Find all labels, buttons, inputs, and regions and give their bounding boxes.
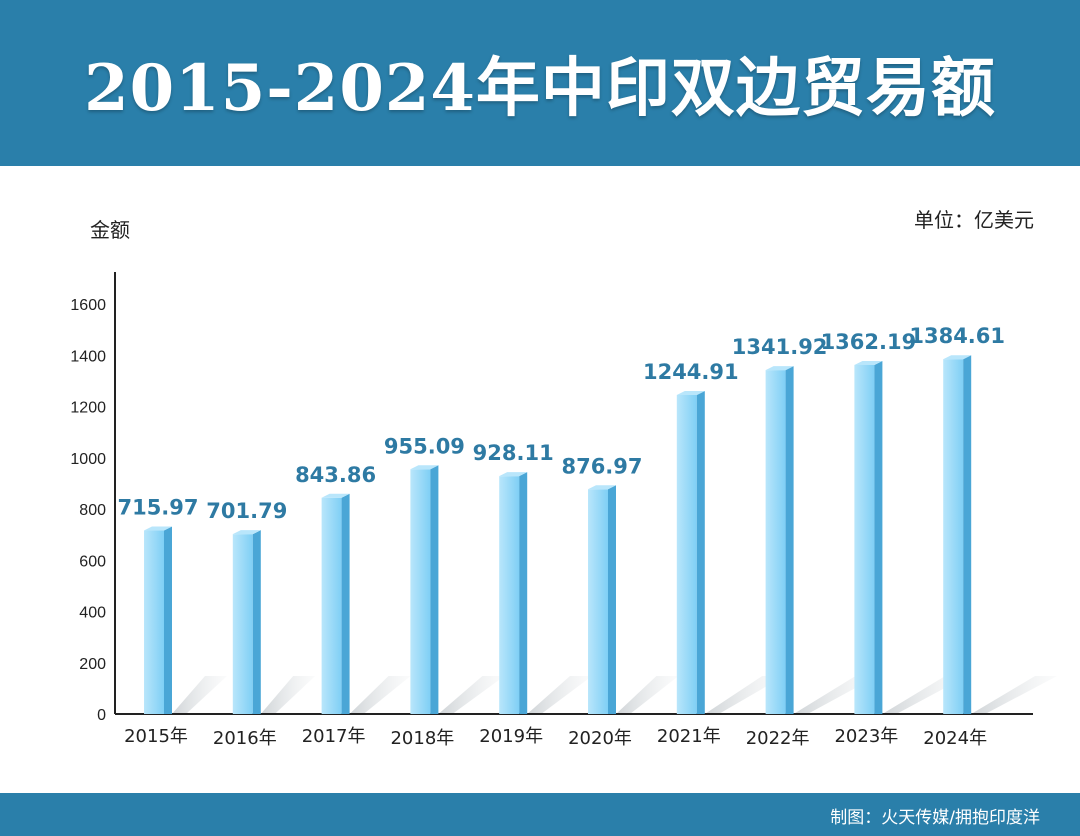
bar-front bbox=[676, 394, 697, 714]
bar-shadow bbox=[438, 676, 505, 714]
x-tick-label: 2023年 bbox=[834, 726, 898, 747]
x-tick-label: 2024年 bbox=[923, 728, 987, 749]
bar-side bbox=[785, 366, 794, 714]
x-tick-label: 2022年 bbox=[746, 728, 810, 749]
bar-value-label: 928.11 bbox=[473, 441, 554, 465]
unit-label: 单位：亿美元 bbox=[914, 208, 1034, 232]
bar-side bbox=[874, 360, 883, 714]
bar-top bbox=[588, 485, 616, 490]
y-tick-label: 200 bbox=[79, 656, 106, 673]
bar-value-label: 1341.92 bbox=[732, 335, 828, 359]
bar-value-label: 955.09 bbox=[384, 434, 465, 458]
bar-chart: 0 200 400 600 800 1000 1200 1400 1600 2015年 2016年 2… bbox=[70, 272, 1058, 749]
y-tick-label: 800 bbox=[79, 502, 106, 519]
bar-side bbox=[608, 485, 616, 714]
y-tick-label: 400 bbox=[79, 605, 106, 622]
x-tick-label: 2020年 bbox=[568, 728, 632, 749]
x-tick-label: 2015年 bbox=[124, 726, 188, 747]
bar-shadow bbox=[349, 676, 411, 714]
y-tick-label: 1200 bbox=[70, 400, 106, 417]
bar-front bbox=[854, 364, 875, 714]
bar-side bbox=[519, 472, 528, 714]
bar-shadow bbox=[616, 676, 679, 714]
bar-top bbox=[144, 526, 172, 531]
title-banner: 2015-2024年中印双边贸易额 bbox=[0, 0, 1080, 166]
x-tick-label: 2021年 bbox=[657, 726, 721, 747]
bar-top bbox=[499, 472, 528, 477]
bar-front bbox=[499, 476, 520, 714]
bar-front bbox=[588, 489, 608, 714]
y-tick-label: 1400 bbox=[70, 348, 106, 365]
y-tick-label: 600 bbox=[79, 553, 106, 570]
bar-front bbox=[232, 534, 253, 714]
bar-front bbox=[943, 359, 964, 714]
bar-value-label: 1362.19 bbox=[821, 330, 917, 354]
bar-value-label: 715.97 bbox=[117, 496, 198, 520]
bar-side bbox=[252, 530, 261, 714]
x-tick-label: 2016年 bbox=[213, 728, 277, 749]
bar-value-label: 843.86 bbox=[295, 463, 376, 487]
credit-text: 制图：火天传媒/拥抱印度洋 bbox=[830, 808, 1040, 828]
bar-top bbox=[410, 465, 439, 470]
value-labels: 715.97 701.79 843.86 955.09 928.11 876.97 1244… bbox=[117, 324, 1005, 523]
bar-value-label: 701.79 bbox=[206, 499, 287, 523]
bar-top bbox=[765, 366, 794, 371]
bars bbox=[144, 355, 972, 714]
bar-shadow bbox=[704, 676, 785, 714]
x-tick-label: 2019年 bbox=[479, 726, 543, 747]
footer-bar: 制图：火天传媒/拥抱印度洋 bbox=[0, 793, 1080, 836]
bar-side bbox=[696, 390, 705, 714]
bar-side bbox=[341, 493, 350, 714]
y-axis-label: 金额 bbox=[90, 218, 130, 242]
bar-front bbox=[144, 530, 164, 714]
bar-shadow bbox=[971, 676, 1058, 714]
y-tick-label: 1000 bbox=[70, 451, 106, 468]
bar-side bbox=[963, 355, 972, 714]
chart-axes: 0 200 400 600 800 1000 1200 1400 1600 2015年 2016年 2… bbox=[70, 272, 1033, 749]
bar-side bbox=[164, 526, 172, 714]
bar-front bbox=[410, 469, 431, 714]
bar-top bbox=[676, 390, 705, 395]
chart-title: 2015-2024年中印双边贸易额 bbox=[84, 51, 996, 126]
bar-top bbox=[943, 355, 972, 360]
bar-top bbox=[232, 530, 261, 535]
bar-value-label: 876.97 bbox=[561, 454, 642, 478]
bar-shadow bbox=[260, 676, 316, 714]
bar-front bbox=[321, 497, 342, 714]
bar-shadows bbox=[172, 676, 1058, 714]
bar-front bbox=[765, 370, 786, 714]
bar-value-label: 1384.61 bbox=[909, 324, 1005, 348]
y-tick-label: 0 bbox=[97, 707, 106, 724]
bar-side bbox=[430, 465, 439, 714]
y-tick-label: 1600 bbox=[70, 297, 106, 314]
bar-top bbox=[854, 360, 883, 365]
x-tick-label: 2018年 bbox=[390, 728, 454, 749]
bar-shadow bbox=[527, 676, 593, 714]
bar-shadow bbox=[172, 676, 228, 714]
bar-value-label: 1244.91 bbox=[643, 360, 739, 384]
bar-top bbox=[321, 493, 350, 498]
x-tick-label: 2017年 bbox=[302, 726, 366, 747]
